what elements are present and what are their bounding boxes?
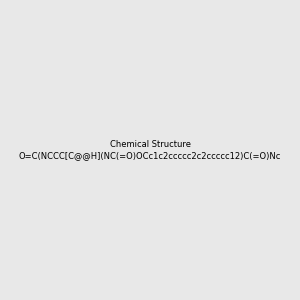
Text: Chemical Structure
O=C(NCCC[C@@H](NC(=O)OCc1c2ccccc2c2ccccc12)C(=O)Nc: Chemical Structure O=C(NCCC[C@@H](NC(=O)… (19, 140, 281, 160)
